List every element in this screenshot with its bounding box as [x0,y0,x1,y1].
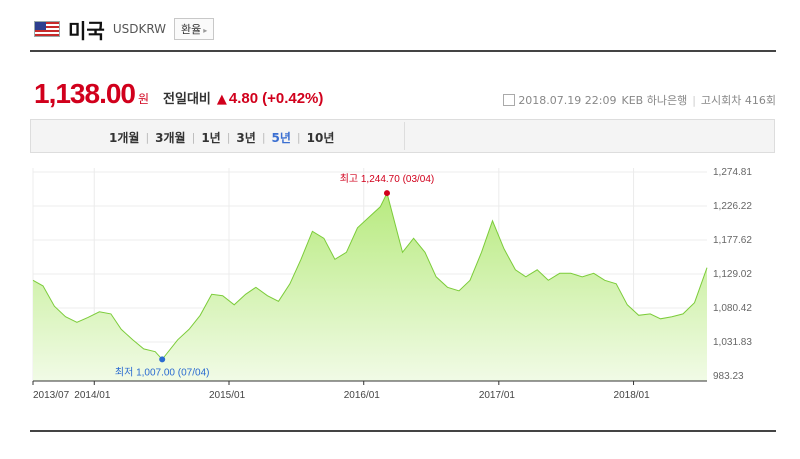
tab-separator: | [226,131,231,144]
period-tab-bar: 1개월 | 3개월 | 1년 | 3년 | 5년 | 10년 [30,119,775,153]
y-tick-label: 1,177.62 [713,235,752,246]
bottom-divider [30,430,776,432]
y-tick-label: 1,226.22 [713,201,752,212]
quote-meta: 2018.07.19 22:09 KEB 하나은행 | 고시회차 416회 [503,92,776,108]
y-tick-label: 983.23 [713,371,744,382]
tab-separator: | [145,131,150,144]
tab-bar-divider [404,122,405,150]
tab-period-1[interactable]: 3개월 [155,131,186,145]
x-axis-ticks: 2013/07 2014/01 2015/01 2016/01 2017/01 2018/… [32,381,651,401]
tab-period-2[interactable]: 1년 [201,131,221,145]
tab-separator: | [191,131,196,144]
max-point-marker [383,190,390,197]
country-name: 미국 [68,18,105,43]
tab-separator: | [261,131,266,144]
x-tick-label: 2013/07 [33,390,70,401]
compare-label: 전일대비 [163,92,211,107]
quote-datetime: 2018.07.19 22:09 [518,93,617,107]
y-tick-label: 1,129.02 [713,269,752,280]
chart-annotations: 최고 1,244.70 (03/04) 최저 1,007.00 (07/04) [115,173,434,378]
currency-code: USDKRW [112,22,167,36]
rate-line [32,191,708,361]
y-axis-ticks: 1,274.81 1,226.22 1,177.62 1,129.02 1,080.42… [713,167,752,382]
min-annotation: 최저 1,007.00 (07/04) [115,366,210,378]
tab-period-0[interactable]: 1개월 [109,131,140,145]
x-tick-label: 2014/01 [74,390,111,401]
x-tick-label: 2016/01 [344,390,381,401]
dropdown-arrow-icon: ▸ [203,26,208,35]
period-tabs: 1개월 | 3개월 | 1년 | 3년 | 5년 | 10년 [109,129,334,146]
min-point-marker [159,356,166,363]
max-annotation: 최고 1,244.70 (03/04) [340,173,435,185]
header: 미국 USDKRW 환율 ▸ [34,14,215,44]
rate-area [33,193,707,381]
y-tick-label: 1,274.81 [713,167,752,178]
tab-separator: | [296,131,301,144]
bank-name: KEB 하나은행 [621,94,688,107]
change-percent: (+0.42%) [262,90,324,107]
y-tick-label: 1,031.83 [713,337,752,348]
x-tick-label: 2017/01 [479,390,516,401]
change-value: 4.80 [228,90,259,107]
calendar-icon [503,94,516,106]
meta-separator: | [692,93,696,107]
notice-count: 고시회차 416회 [700,94,776,107]
tab-period-4[interactable]: 5년 [271,131,291,145]
up-triangle-icon: ▲ [216,92,227,107]
exchange-rate-button[interactable]: 환율 ▸ [174,18,215,40]
y-tick-label: 1,080.42 [713,303,752,314]
price-unit: 원 [138,92,150,106]
tab-period-3[interactable]: 3년 [236,131,256,145]
tab-period-5[interactable]: 10년 [306,131,335,145]
current-price: 1,138.00 [34,78,136,109]
x-tick-label: 2018/01 [614,390,651,401]
x-tick-label: 2015/01 [209,390,246,401]
us-flag-icon [34,21,60,37]
price-row: 1,138.00 원 전일대비 ▲ 4.80 (+0.42%) [34,78,323,110]
top-divider [30,50,776,52]
